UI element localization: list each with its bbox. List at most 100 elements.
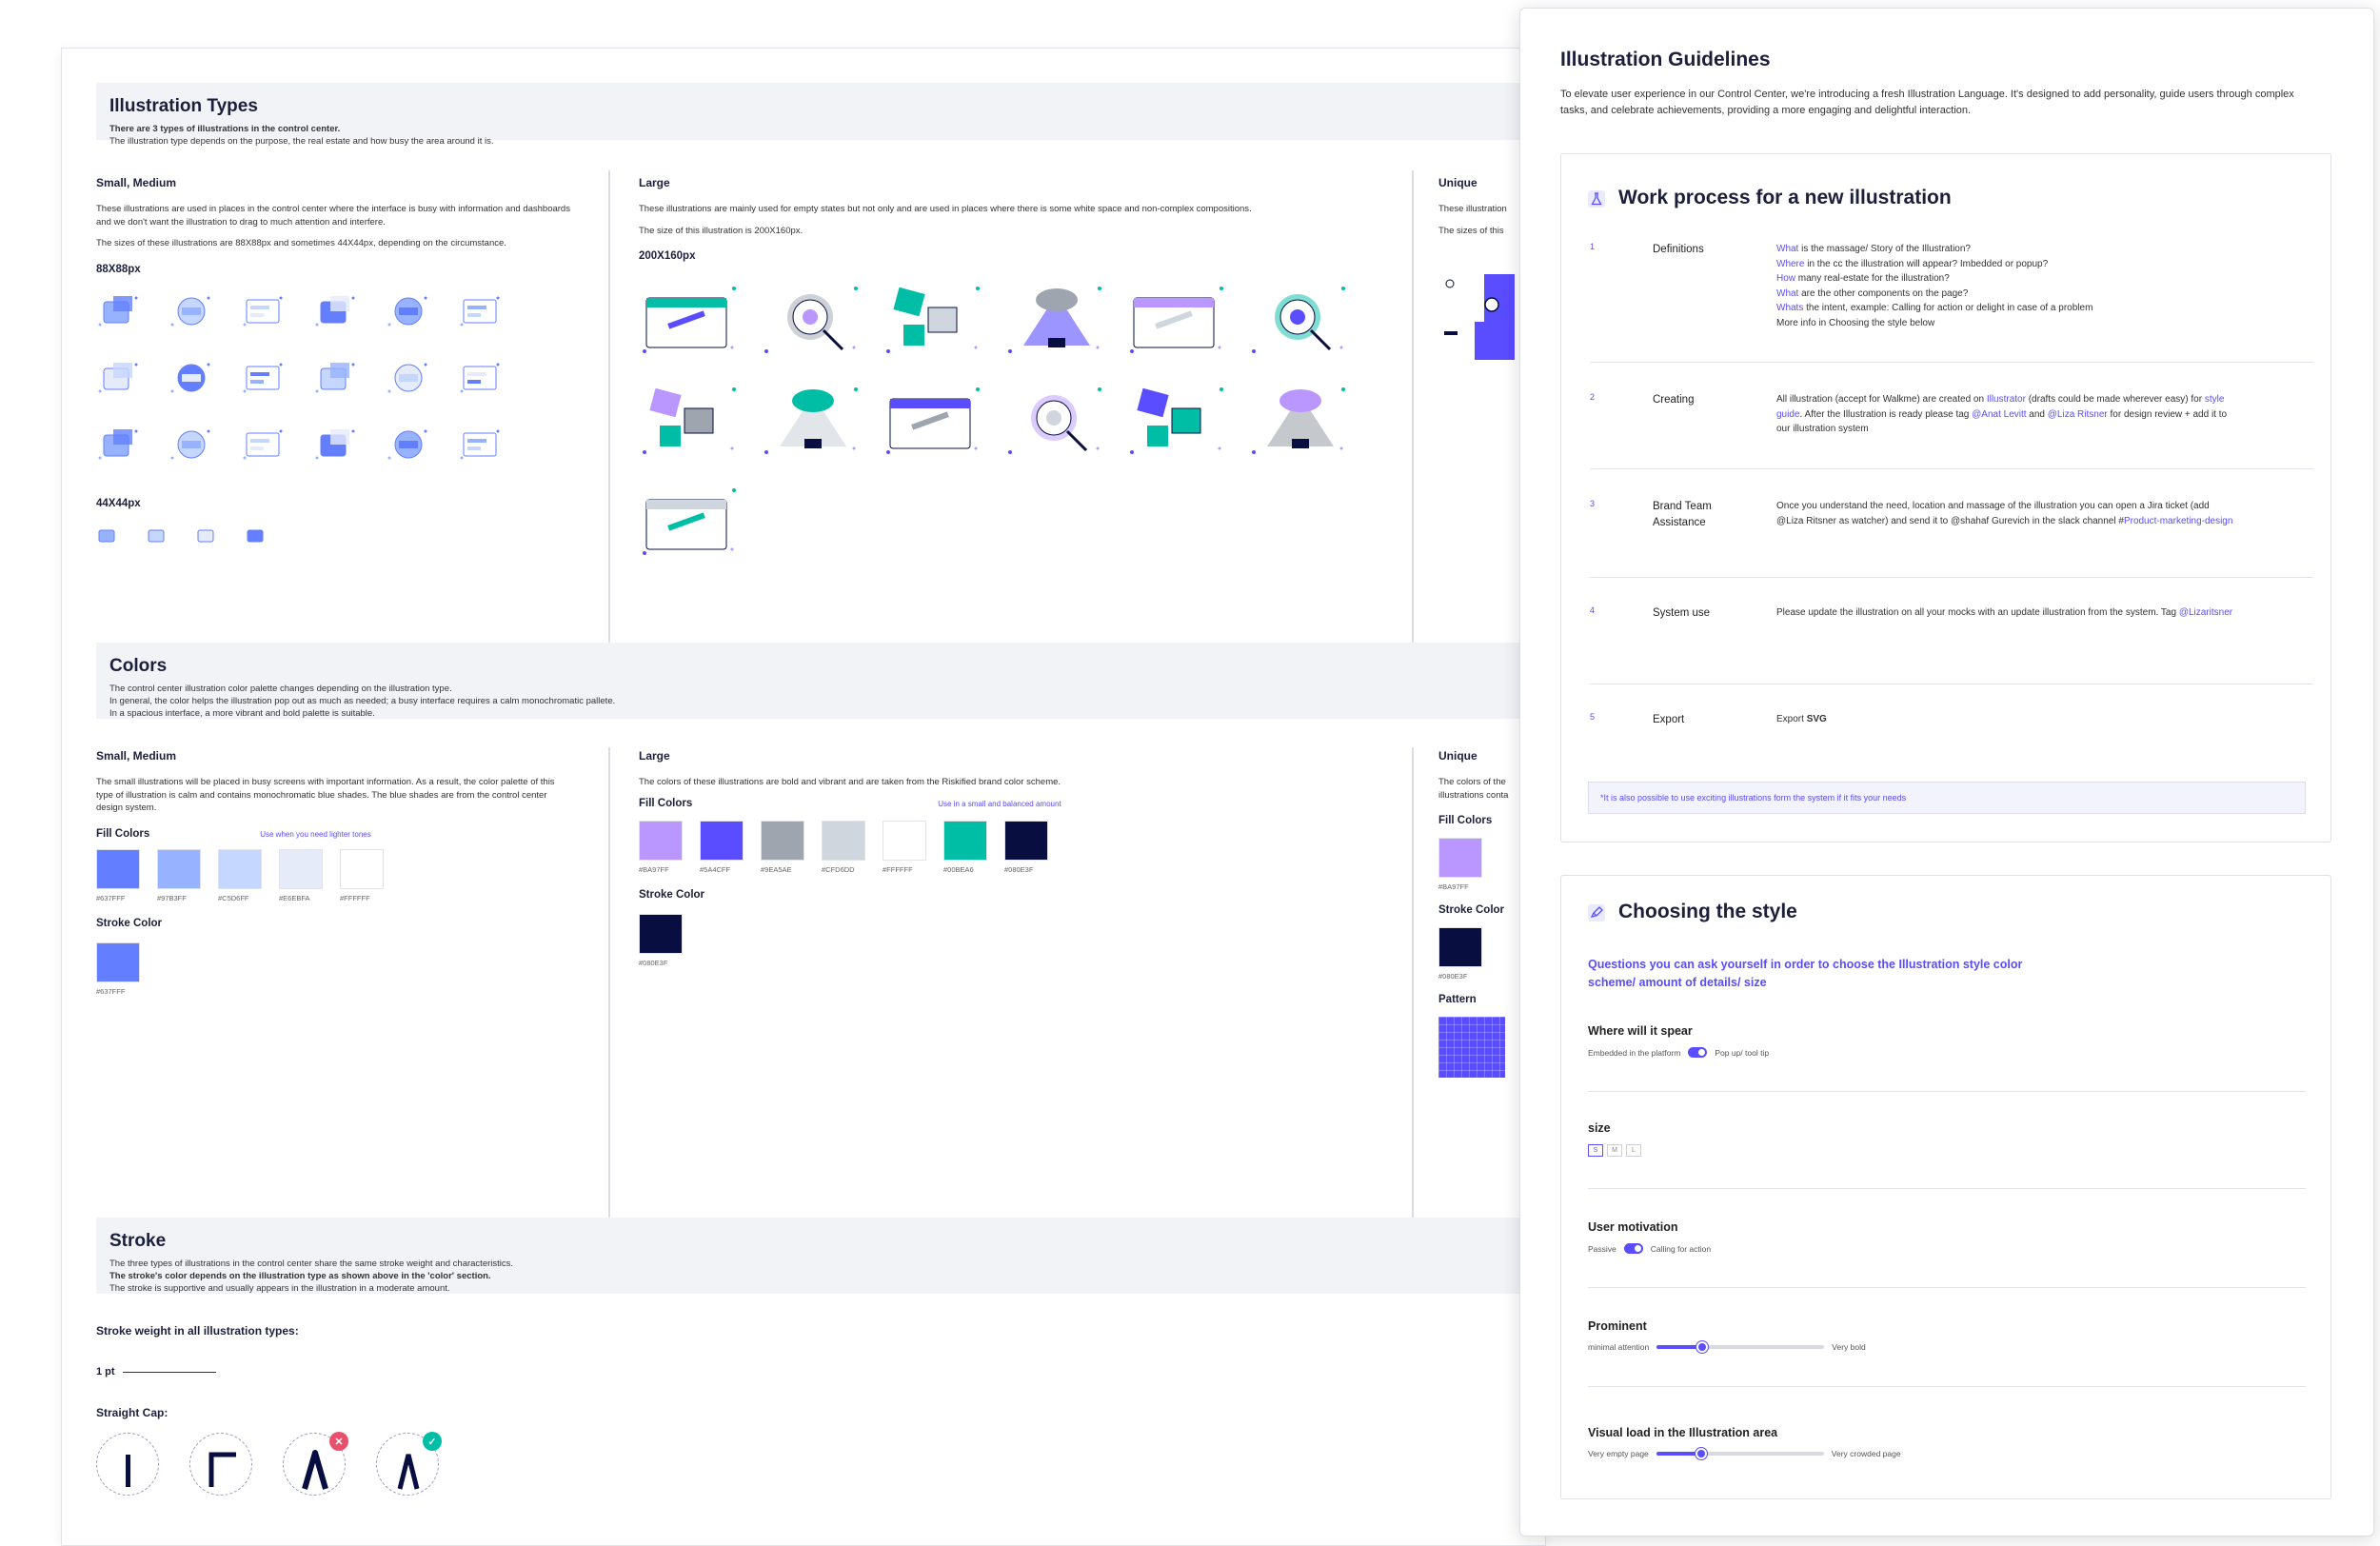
swatch-label: #BA97FF (639, 864, 669, 874)
swatch-label: #080E3F (1004, 864, 1034, 874)
option-size: size S M L (1588, 1121, 2306, 1198)
colors-large-note: Use in a small and balanced amount (938, 799, 1061, 808)
colors-line-3: In a spacious interface, a more vibrant … (109, 708, 375, 719)
swatch-label: #CFD6DD (822, 864, 855, 874)
chat-window-icon (169, 292, 214, 330)
separator (1590, 468, 2313, 469)
colors-line-1: The control center illustration color pa… (109, 684, 452, 694)
option-left: minimal attention (1588, 1342, 1650, 1352)
swatch-label: #080E3F (639, 958, 668, 967)
colors-large-title: Large (639, 749, 670, 763)
stroke-weight-label: Stroke weight in all illustration types: (96, 1324, 299, 1338)
video-call-illustration (1126, 380, 1231, 460)
telescope-illustration (883, 279, 987, 359)
gear-icon (458, 426, 504, 464)
cubes-small-icon (96, 526, 119, 550)
option-motivation: User motivation Passive Calling for acti… (1588, 1220, 2306, 1297)
swatch-box (639, 913, 683, 954)
separator (1588, 1386, 2306, 1387)
document-icon (313, 359, 359, 397)
style-question: Questions you can ask yourself in order … (1588, 958, 2023, 989)
swatch-label: #E6EBFA (279, 893, 310, 902)
size-44-label: 44X44px (96, 497, 141, 509)
size-m-button[interactable]: M (1607, 1144, 1622, 1157)
stroke-weight-row: 1 pt (96, 1366, 667, 1378)
swatch-box (96, 848, 140, 889)
wrong-badge-icon: ✕ (329, 1432, 348, 1451)
swatch-label: #5A4CFF (700, 864, 731, 874)
slider-handle[interactable] (1696, 1341, 1708, 1353)
option-title: Visual load in the Illustration area (1588, 1426, 1778, 1439)
types-band: Illustration Types There are 3 types of … (96, 83, 1543, 147)
calendar-icon (458, 292, 504, 330)
step-number: 2 (1590, 392, 1596, 402)
compass-search-illustration (1004, 380, 1109, 460)
unique-sizes: The sizes of this (1438, 225, 1504, 236)
option-left: Very empty page (1588, 1449, 1649, 1458)
types-line-1: There are 3 types of illustrations in th… (109, 124, 341, 134)
color-swatch: #9EA5AE (761, 820, 804, 874)
prominent-slider[interactable] (1656, 1341, 1825, 1353)
step-text: Export SVG (1776, 714, 1827, 724)
option-title: Where will it spear (1588, 1024, 1693, 1038)
swatch-box (279, 848, 323, 889)
magnifier-cubes-illustration (1126, 279, 1231, 359)
swatch-label: #97B3FF (157, 893, 187, 902)
slider-fill (1656, 1345, 1702, 1349)
chat-small-icon (146, 526, 169, 550)
small-desc: These illustrations are used in places i… (96, 204, 570, 228)
fish-store-icon (241, 359, 287, 397)
step-number: 3 (1590, 499, 1596, 508)
large-desc: These illustrations are mainly used for … (639, 204, 1252, 214)
work-process-card: Work process for a new illustration 1 De… (1560, 153, 2331, 842)
right-badge-icon: ✓ (423, 1432, 442, 1451)
swatch-box (1438, 838, 1482, 878)
color-swatch: #CFD6DD (822, 820, 865, 874)
divider (608, 747, 610, 1237)
ticket-icon (241, 426, 287, 464)
watering-can-illustration (761, 380, 865, 460)
unique-column: Unique These illustration The sizes of t… (1438, 176, 1545, 374)
size-l-button[interactable]: L (1626, 1144, 1641, 1157)
guidelines-panel: Illustration Guidelines To elevate user … (1519, 8, 2374, 1536)
swatch-label: #637FFF (96, 893, 126, 902)
puzzle-search-illustration (883, 380, 987, 460)
visual-load-slider[interactable] (1656, 1448, 1824, 1459)
separator (1588, 1287, 2306, 1288)
colors-unique-title: Unique (1438, 749, 1478, 763)
option-right: Pop up/ tool tip (1715, 1047, 1770, 1058)
megaphone-icon (241, 292, 287, 330)
mailbox-icon (96, 359, 142, 397)
swatch-label: #BA97FF (1438, 882, 1469, 891)
swatch-box (218, 848, 262, 889)
robot-icon (458, 359, 504, 397)
work-title: Work process for a new illustration (1618, 187, 1952, 208)
color-swatch: #5A4CFF (700, 820, 744, 874)
size-88-label: 88X88px (96, 263, 141, 275)
motivation-toggle[interactable] (1623, 1243, 1643, 1254)
cap-example-right: ✓ (376, 1432, 442, 1496)
step-label: Definitions (1653, 244, 1704, 255)
swatch-label: #637FFF (96, 986, 126, 996)
size-s-button[interactable]: S (1588, 1144, 1603, 1157)
mailbox-large-illustration (1248, 279, 1353, 359)
unique-stroke-swatch: #080E3F (1438, 927, 1545, 981)
swatch-box (943, 820, 987, 861)
unique-illustration (1444, 274, 1522, 360)
large-stroke-swatch: #080E3F (639, 913, 1134, 967)
color-swatch: #BA97FF (639, 820, 683, 874)
magnifier-icon (313, 426, 359, 464)
small-44-icon-row (96, 526, 572, 550)
step-creating: 2 Creating All illustration (accept for … (1590, 392, 2313, 487)
large-column: Large These illustrations are mainly use… (639, 176, 1345, 561)
colors-small-fill-label: Fill Colors (96, 827, 150, 840)
swatch-box (822, 820, 865, 861)
small-icon-grid (96, 292, 572, 464)
slider-handle[interactable] (1696, 1448, 1708, 1459)
placement-toggle[interactable] (1688, 1047, 1708, 1058)
swatch-label: #C5D6FF (218, 893, 249, 902)
large-size-note: The size of this illustration is 200X160… (639, 225, 803, 236)
types-line-2: The illustration type depends on the pur… (109, 136, 494, 147)
colors-large-fill-label: Fill Colors (639, 797, 693, 809)
stroke-section: Stroke weight in all illustration types:… (96, 1324, 667, 1496)
